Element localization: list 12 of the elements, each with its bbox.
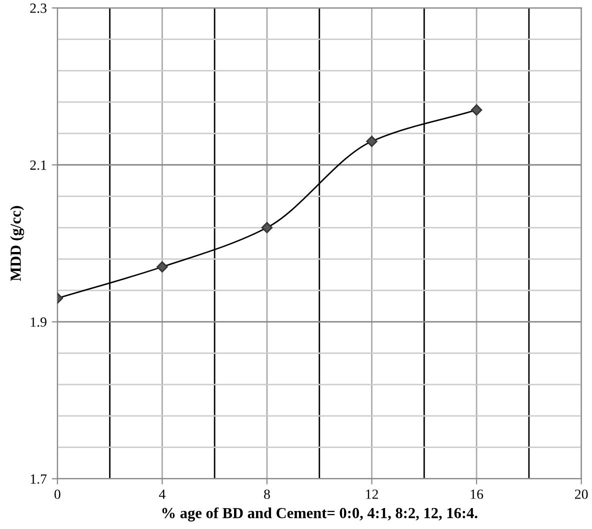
x-tick-label: 8 — [264, 490, 270, 499]
x-tick-label: 12 — [366, 490, 378, 499]
y-tick-label: 2.3 — [30, 4, 46, 13]
x-axis-title: % age of BD and Cement= 0:0, 4:1, 8:2, 12, 16:4. — [162, 507, 478, 522]
x-tick-label: 16 — [470, 490, 484, 499]
y-tick-label: 2.1 — [30, 160, 46, 170]
x-tick-label: 0 — [54, 490, 60, 499]
y-tick-label: 1.7 — [30, 474, 47, 484]
x-tick-label: 4 — [159, 490, 166, 499]
x-tick-label: 20 — [575, 490, 588, 499]
y-axis-title: MDD (g/cc) — [10, 206, 24, 282]
y-tick-label: 1.9 — [30, 317, 46, 327]
